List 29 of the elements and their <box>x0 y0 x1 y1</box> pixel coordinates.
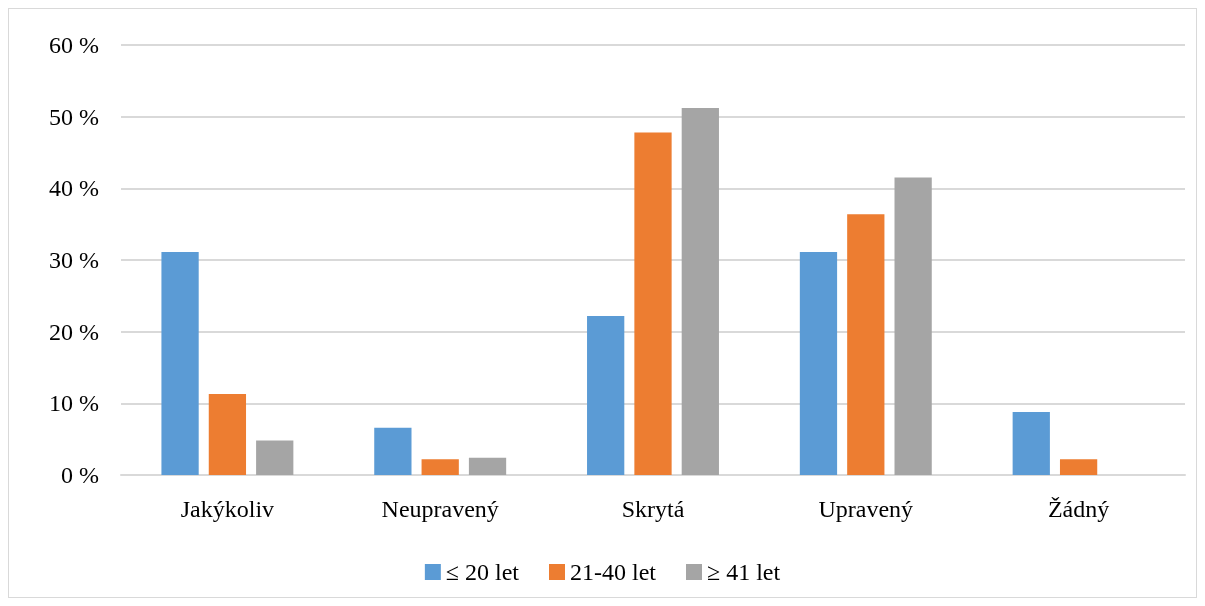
legend-label: 21-40 let <box>570 559 657 585</box>
bar <box>847 214 885 475</box>
bar <box>161 252 199 475</box>
bar <box>208 394 247 475</box>
bar <box>634 132 672 475</box>
legend-label: ≥ 41 let <box>706 559 781 585</box>
bar <box>799 252 838 475</box>
x-tick-label: Skrytá <box>621 496 685 522</box>
x-tick-label: Upravený <box>818 496 914 522</box>
y-tick-label: 40 % <box>49 175 99 202</box>
x-tick-label: Jakýkoliv <box>180 496 275 522</box>
bar <box>681 108 719 475</box>
y-tick-label: 60 % <box>49 32 99 58</box>
y-tick-label: 0 % <box>61 462 99 488</box>
x-tick-label: Žádný <box>1047 496 1110 522</box>
bar <box>421 459 459 475</box>
bar <box>374 427 412 475</box>
y-tick-label: 10 % <box>49 390 99 417</box>
y-tick-label: 50 % <box>49 103 99 130</box>
bar <box>587 315 625 475</box>
bar <box>256 440 294 475</box>
bar <box>1012 411 1050 475</box>
legend-label: ≤ 20 let <box>445 559 520 585</box>
bar <box>468 457 507 475</box>
y-tick-label: 20 % <box>49 318 99 345</box>
bar <box>1059 459 1098 475</box>
y-tick-label: 30 % <box>49 247 99 273</box>
x-tick-label: Neupravený <box>381 496 499 522</box>
bar <box>894 177 932 475</box>
